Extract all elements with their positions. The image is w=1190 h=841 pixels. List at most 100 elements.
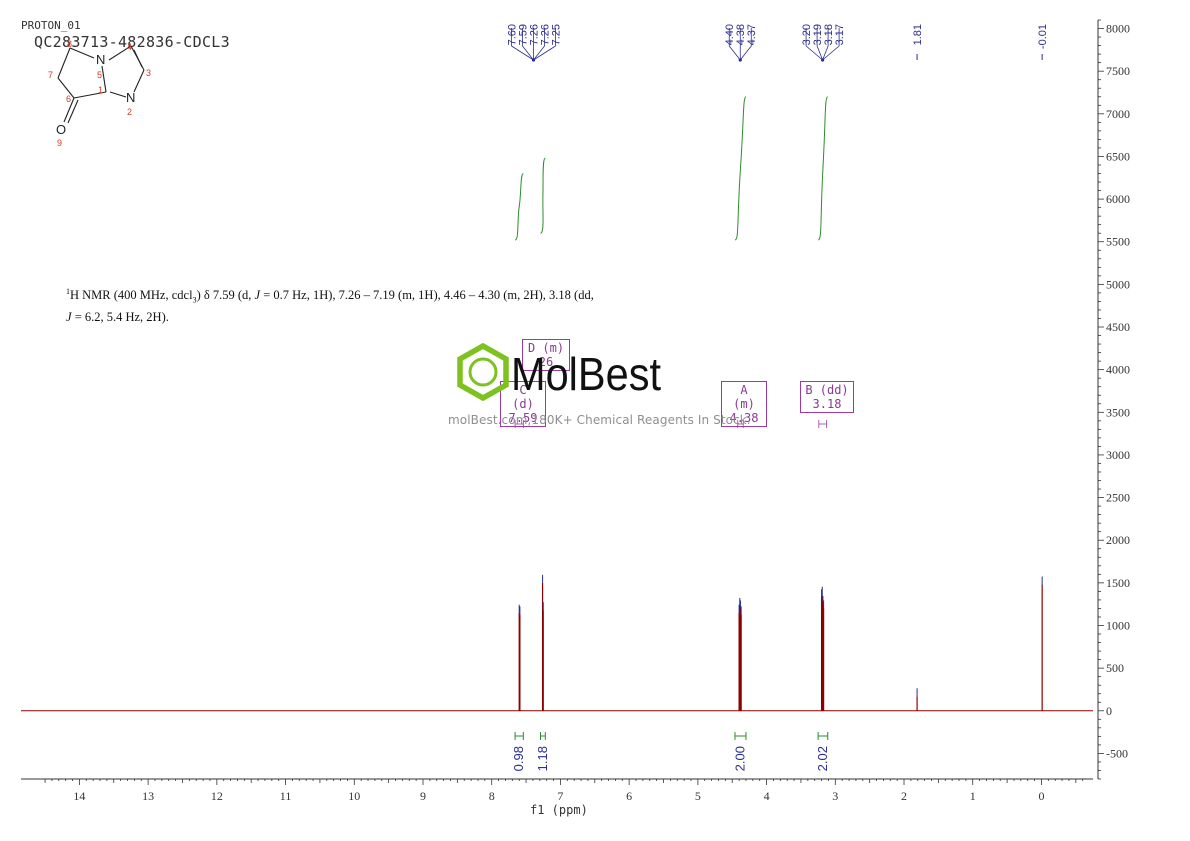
benzene-logo-icon <box>457 343 509 401</box>
multiplet-label: B (dd) <box>805 383 849 397</box>
watermark-tagline: molBest.com,180K+ Chemical Reagents In S… <box>448 413 751 427</box>
y-tick-label: 0 <box>1106 704 1112 718</box>
peak-label-connector <box>739 45 752 61</box>
atom-number-4: 4 <box>127 42 132 52</box>
logo-brand-text: MolBest <box>511 348 661 400</box>
peak-label-anchor <box>820 58 825 62</box>
peak-label: 7.60 <box>506 24 518 45</box>
nmr-summary-text: 1H NMR (400 MHz, cdcl3) δ 7.59 (d, J = 0… <box>66 284 666 325</box>
x-tick-label: 11 <box>280 789 292 803</box>
integral-curves <box>514 96 829 241</box>
x-axis: 14 13 12 11 10 9 8 7 6 5 4 3 2 1 0 <box>21 778 1093 803</box>
y-tick-label: 1000 <box>1106 618 1130 632</box>
x-tick-label: 14 <box>73 789 85 803</box>
atom-n2: N <box>126 90 135 105</box>
sample-name: PROTON_01 <box>21 19 81 32</box>
peak-label-connector <box>728 45 741 61</box>
atom-number-8: 8 <box>67 39 72 49</box>
multiplet-shift: 4.38 <box>729 411 759 425</box>
peak-label-anchor <box>531 58 536 62</box>
y-tick-label: 2500 <box>1106 491 1130 505</box>
peak-labels: 7.60 7.59 7.26 7.26 7.25 4.40 4.38 4.37 3.20 3.19… <box>506 24 1049 62</box>
multiplet-box-a: A (m) 4.38 <box>721 381 767 427</box>
peak-label: 7.26 <box>528 24 540 45</box>
atom-number-7: 7 <box>48 70 53 80</box>
peak-label: 3.17 <box>834 24 846 45</box>
peak-label: 4.40 <box>724 24 736 45</box>
x-tick-label: 5 <box>695 789 701 803</box>
y-tick-label: 7000 <box>1106 107 1130 121</box>
multiplet-box-d: D (m) 26 <box>522 339 570 371</box>
summary-subscript: 3 <box>192 295 197 305</box>
integral-markers: 0.98 1.18 2.00 2.02 <box>511 420 830 771</box>
y-tick-label: 6500 <box>1106 149 1130 163</box>
atom-number-3: 3 <box>146 68 151 78</box>
integral-value: 0.98 <box>511 746 526 771</box>
y-tick-label: 5000 <box>1106 277 1130 291</box>
summary-line-1: 1H NMR (400 MHz, cdcl3) δ 7.59 (d, J = 0… <box>66 284 666 309</box>
y-tick-label: 3000 <box>1106 448 1130 462</box>
peak-label-connector <box>822 45 840 61</box>
integral-value: 2.00 <box>732 746 747 771</box>
atom-number-6: 6 <box>66 94 71 104</box>
peak-label: 3.18 <box>823 24 835 45</box>
atom-number-5: 5 <box>97 70 102 80</box>
y-axis: 8000750070006500600055005000450040003500… <box>1097 19 1130 780</box>
peak-label-connector <box>533 45 556 61</box>
x-tick-label: 12 <box>211 789 223 803</box>
peak-label: 3.20 <box>801 24 813 45</box>
x-tick-label: 10 <box>348 789 360 803</box>
molecule-structure: N N O 1 2 3 4 5 6 7 8 9 <box>48 39 151 148</box>
x-axis-label: f1 (ppm) <box>530 803 588 817</box>
summary-part-d: = 6.2, 5.4 Hz, 2H). <box>71 309 169 324</box>
y-tick-label: 2000 <box>1106 533 1130 547</box>
x-tick-label: 1 <box>970 789 976 803</box>
x-tick-label: 2 <box>901 789 907 803</box>
y-tick-label: 4000 <box>1106 363 1130 377</box>
peak-label: 7.25 <box>550 24 562 45</box>
summary-part-c: = 0.7 Hz, 1H), 7.26 – 7.19 (m, 1H), 4.46… <box>260 288 594 303</box>
summary-j-symbol-2: J <box>66 309 72 324</box>
multiplet-label: C (d) <box>512 383 534 411</box>
atom-number-1: 1 <box>98 85 103 95</box>
y-tick-label: 1500 <box>1106 576 1130 590</box>
molbest-logo: MolBest <box>457 343 661 401</box>
x-tick-label: 8 <box>489 789 495 803</box>
spectrum-trace <box>21 574 1093 712</box>
peak-label-connector <box>805 45 823 61</box>
y-tick-label: 6000 <box>1106 192 1130 206</box>
multiplet-label: A (m) <box>733 383 755 411</box>
peak-label: 1.81 <box>912 24 924 45</box>
x-tick-label: 6 <box>626 789 632 803</box>
summary-superscript: 1 <box>66 287 70 296</box>
atom-o9: O <box>56 122 66 137</box>
integral-curve <box>540 157 546 234</box>
peak-label-connector <box>522 45 534 61</box>
y-tick-label: 4500 <box>1106 320 1130 334</box>
peak-label-anchor <box>738 58 742 62</box>
x-tick-label: 7 <box>557 789 563 803</box>
peak-label: 4.37 <box>746 24 758 45</box>
integral-value: 1.18 <box>535 746 550 771</box>
integral-curve <box>817 96 829 241</box>
multiplet-box-c: C (d) 7.59 <box>500 381 546 427</box>
atom-n5: N <box>96 52 105 67</box>
x-tick-label: 3 <box>832 789 838 803</box>
y-tick-label: 7500 <box>1106 64 1130 78</box>
integral-curve <box>514 173 524 241</box>
multiplet-label: D (m) <box>527 341 565 355</box>
peak-label-connector <box>533 45 545 61</box>
peak-label: 7.26 <box>539 24 551 45</box>
multiplet-box-b: B (dd) 3.18 <box>800 381 854 413</box>
peak-label-connector <box>511 45 534 61</box>
atom-number-2: 2 <box>127 107 132 117</box>
peak-label: -0.01 <box>1037 24 1049 49</box>
x-tick-label: 13 <box>142 789 154 803</box>
peak-label-connector <box>816 45 823 61</box>
summary-part-a: H NMR (400 MHz, cdcl <box>70 288 193 303</box>
y-tick-label: 5500 <box>1106 235 1130 249</box>
sample-id: QC283713-482836-CDCL3 <box>34 33 230 51</box>
integral-value: 2.02 <box>815 746 830 771</box>
